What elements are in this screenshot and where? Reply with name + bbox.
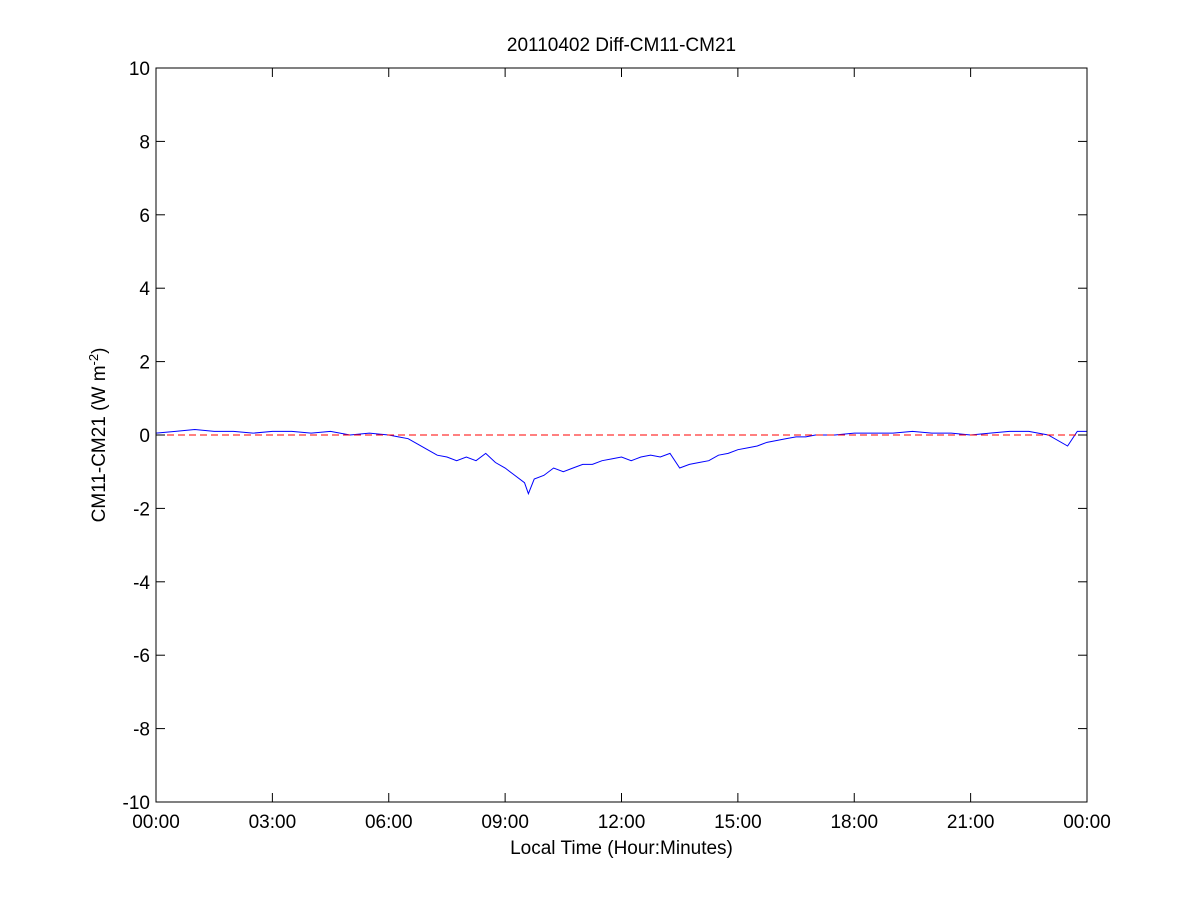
y-tick-label: -10 (123, 793, 150, 814)
y-axis-label-tail: ) (89, 348, 110, 354)
x-tick-label: 09:00 (481, 812, 529, 833)
y-tick-label: -6 (133, 646, 150, 667)
y-tick-label: -8 (133, 720, 150, 741)
x-tick-label: 00:00 (132, 812, 180, 833)
y-tick-label: 2 (139, 353, 150, 374)
y-tick-label: 6 (139, 206, 150, 227)
x-tick-label: 18:00 (830, 812, 878, 833)
x-tick-label: 21:00 (947, 812, 995, 833)
y-tick-label: 8 (139, 132, 150, 153)
y-tick-label: 10 (129, 59, 150, 80)
y-tick-label: 4 (139, 279, 150, 300)
y-tick-label: 0 (139, 426, 150, 447)
y-axis-label: CM11-CM21 (W m-2) (86, 348, 111, 523)
x-tick-label: 06:00 (365, 812, 413, 833)
y-axis-label-main: CM11-CM21 (W m (89, 365, 110, 522)
tick-label-layer: 00:00 03:00 06:00 09:00 12:00 15:00 18:00 21:00… (123, 59, 1111, 833)
y-axis-label-superscript: -2 (86, 354, 101, 366)
chart-title: 20110402 Diff-CM11-CM21 (507, 35, 736, 56)
x-tick-label: 15:00 (714, 812, 762, 833)
x-tick-label: 03:00 (249, 812, 297, 833)
x-tick-label: 12:00 (598, 812, 646, 833)
y-tick-label: -4 (133, 573, 150, 594)
x-axis-label: Local Time (Hour:Minutes) (510, 838, 733, 859)
y-tick-label: -2 (133, 499, 150, 520)
x-tick-label: 00:00 (1063, 812, 1111, 833)
tick-layer (155, 67, 1088, 803)
